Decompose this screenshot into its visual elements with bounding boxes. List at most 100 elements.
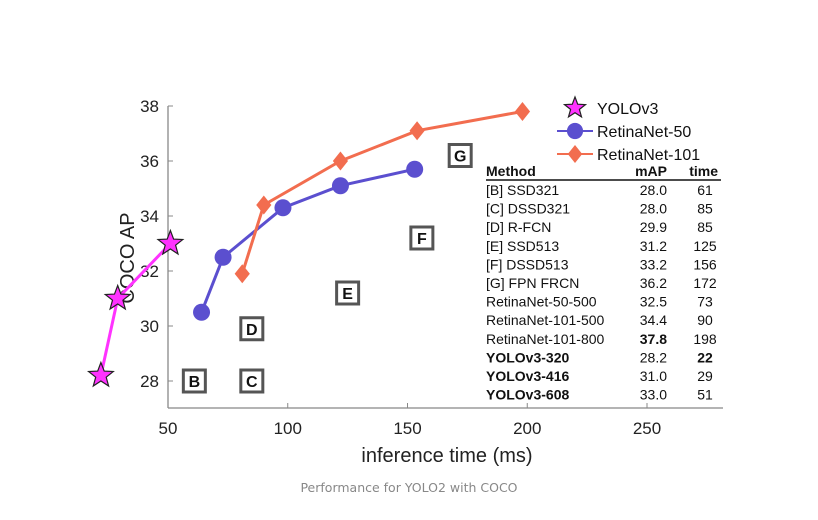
annotation-letter: C [246,374,258,391]
table-row: RetinaNet-50-500 32.5 73 [486,294,713,310]
table-cell-method: [F] DSSD513 [486,256,569,272]
annotation-letter: E [342,286,353,303]
series-layer [86,102,531,388]
table-row: YOLOv3-416 31.0 29 [486,368,713,384]
y-tick-label: 30 [140,317,159,336]
table-row: RetinaNet-101-500 34.4 90 [486,312,713,328]
data-point [156,228,185,256]
table-cell-map: 31.2 [640,238,667,254]
annotation-letter: G [454,149,466,166]
table-cell-map: 28.2 [640,349,667,365]
table-row: [C] DSSD321 28.0 85 [486,201,713,217]
y-tick-label: 34 [140,207,159,226]
table-row: YOLOv3-320 28.2 22 [486,349,713,365]
data-point [86,360,115,388]
table-cell-map: 37.8 [640,331,667,347]
table-row: [B] SSD321 28.0 61 [486,182,713,198]
table-cell-time: 29 [697,368,713,384]
y-tick-label: 36 [140,152,159,171]
table-cell-method: [D] R-FCN [486,219,551,235]
annotation-letter: B [189,374,201,391]
annotation-g: G [447,143,473,168]
data-point [514,102,531,121]
annotation-c: C [239,368,265,394]
x-tick-label: 50 [159,419,178,438]
table-cell-method: YOLOv3-320 [486,349,569,365]
legend-item-retinanet-101: RetinaNet-101 [557,144,700,164]
series-yolov3 [86,228,185,388]
x-tick-label: 200 [513,419,541,438]
series-retinanet-101 [234,102,531,284]
legend-label: YOLOv3 [597,101,658,118]
results-table: Method mAP time [B] SSD321 28.0 61 [C] DSSD321… [486,163,721,403]
annotation-letter: F [417,231,427,248]
table-cell-method: RetinaNet-50-500 [486,294,597,310]
table-row: YOLOv3-608 33.0 51 [486,387,713,403]
legend-item-yolov3: YOLOv3 [562,95,658,119]
table-header-method: Method [486,163,536,179]
legend: YOLOv3 RetinaNet-50 RetinaNet-101 [557,95,700,164]
annotation-box [447,143,473,168]
x-tick-label: 150 [393,419,421,438]
annotation-e: E [335,280,361,306]
table-cell-time: 61 [697,182,713,198]
legend-marker [562,95,588,119]
table-cell-time: 156 [693,256,717,272]
table-cell-time: 22 [697,349,713,365]
table-cell-map: 29.9 [640,219,667,235]
annotation-box [239,368,265,394]
table-cell-method: YOLOv3-416 [486,368,569,384]
annotation-letter: D [246,322,258,339]
data-point [234,264,250,284]
table-row: [E] SSD513 31.2 125 [486,238,717,254]
data-point [193,303,211,321]
series-line [200,167,416,313]
table-cell-method: YOLOv3-608 [486,387,569,403]
x-axis-label: inference time (ms) [361,445,532,467]
annotation-box [409,225,435,251]
x-tick-label: 250 [633,419,661,438]
legend-item-retinanet-50: RetinaNet-50 [557,122,691,141]
table-cell-map: 36.2 [640,275,667,291]
y-tick-label: 38 [140,97,159,116]
table-cell-map: 33.0 [640,387,667,403]
annotation-f: F [409,225,435,251]
table-row: [F] DSSD513 33.2 156 [486,256,717,272]
data-point [406,160,424,178]
series-line [240,110,523,275]
legend-marker [567,144,583,164]
table-row: [G] FPN FRCN 36.2 172 [486,275,717,291]
table-cell-time: 198 [693,331,717,347]
table-cell-map: 28.0 [640,201,667,217]
annotation-b: B [181,368,207,394]
table-cell-method: [B] SSD321 [486,182,559,198]
method-annotations: B C D E F G [181,143,473,394]
table-header-map: mAP [635,163,667,179]
data-point [409,121,425,141]
x-tick-label: 100 [274,419,302,438]
table-cell-time: 51 [697,387,713,403]
data-point [331,177,349,195]
y-tick-label: 28 [140,372,159,391]
table-cell-time: 90 [697,312,713,328]
annotation-d: D [239,316,265,342]
series-retinanet-50 [193,160,424,321]
data-point [332,151,349,171]
annotation-box [335,280,361,306]
table-cell-time: 85 [697,201,713,217]
data-point [256,195,272,215]
table-header-time: time [689,163,718,179]
table-cell-method: [E] SSD513 [486,238,559,254]
y-tick-label: 32 [140,262,159,281]
annotation-box [181,368,207,394]
table-cell-method: [C] DSSD321 [486,201,570,217]
annotation-box [239,316,265,342]
table-cell-method: RetinaNet-101-800 [486,331,605,347]
tick-labels: 28 30 32 34 36 38 50 100 150 200 250 [140,97,661,438]
chart: 28 30 32 34 36 38 50 100 150 200 250 inference tim… [86,95,723,467]
table-cell-method: [G] FPN FRCN [486,275,579,291]
data-point [103,283,132,311]
table-cell-map: 34.4 [640,312,667,328]
table-cell-map: 28.0 [640,182,667,198]
table-row: [D] R-FCN 29.9 85 [486,219,713,235]
